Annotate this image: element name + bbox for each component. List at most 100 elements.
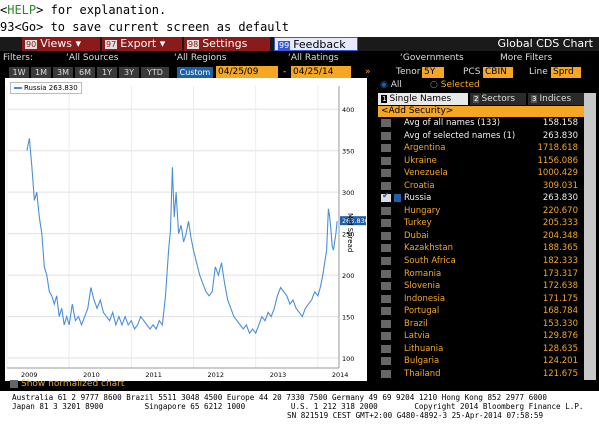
add-security-button[interactable]: <Add Security>	[378, 106, 584, 117]
export-menu[interactable]: 97 Export ▾	[102, 37, 182, 51]
checkbox-icon[interactable]	[381, 244, 391, 253]
feedback-button-num: 99	[278, 41, 291, 50]
period-1w[interactable]: 1W	[9, 67, 29, 78]
list-item[interactable]: Latvia 129.876	[378, 330, 584, 343]
checkbox-icon[interactable]	[381, 131, 391, 140]
list-item[interactable]: Avg of all names (133) 158.158	[378, 117, 584, 130]
feedback-button[interactable]: 99 Feedback	[274, 37, 358, 51]
list-item[interactable]: Thailand 121.675	[378, 368, 584, 381]
selected-radio[interactable]: ○ Selected	[430, 80, 480, 90]
governments-filter[interactable]: ‘Governments	[400, 53, 464, 63]
security-spread: 204.348	[542, 230, 578, 241]
list-item[interactable]: Venezuela 1000.429	[378, 167, 584, 180]
x-tick-label: 2014	[332, 371, 349, 379]
list-item[interactable]: Russia 263.830	[378, 191, 584, 205]
help-line: <HELP> for explanation.	[0, 3, 599, 17]
sources-filter[interactable]: ‘All Sources	[66, 53, 119, 63]
list-item[interactable]: Indonesia 171.175	[378, 293, 584, 306]
list-item[interactable]: Avg of selected names (1) 263.830	[378, 130, 584, 143]
security-spread: 121.675	[542, 368, 578, 379]
checkbox-icon[interactable]	[381, 307, 391, 316]
list-item[interactable]: Hungary 220.670	[378, 205, 584, 218]
period-1y[interactable]: 1Y	[97, 67, 117, 78]
checkbox-icon[interactable]	[381, 231, 391, 240]
period-custom[interactable]: Custom	[177, 67, 213, 78]
checkbox-icon[interactable]	[381, 257, 391, 266]
normalized-chart-toggle[interactable]: Show normalized chart	[10, 379, 124, 389]
double-chevron-icon[interactable]: »	[365, 67, 371, 77]
last-value-label: 263.830	[342, 217, 367, 225]
list-item[interactable]: Brazil 153.330	[378, 318, 584, 331]
list-item[interactable]: Turkey 205.333	[378, 217, 584, 230]
security-spread: 188.365	[542, 243, 578, 254]
sources-filter-label: All Sources	[68, 53, 119, 63]
radio-checked-icon: ◉	[380, 80, 388, 90]
tab-sectors[interactable]: 2 Sectors	[470, 93, 526, 105]
checkbox-icon[interactable]	[381, 169, 391, 178]
end-date-field[interactable]: 04/25/14	[291, 66, 351, 78]
menu-bar: 90 Views ▾ 97 Export ▾ 98 Settings 99 Feedba…	[0, 37, 599, 51]
list-item[interactable]: Ukraine 1156.086	[378, 155, 584, 168]
list-item[interactable]: South Africa 182.333	[378, 255, 584, 268]
tenor-select[interactable]: 5Y	[422, 67, 444, 78]
tab-indices[interactable]: 3 Indices	[528, 93, 584, 105]
chart-panel: 100 150 200 250 300 350 400 2009 2010 2011 2012 201…	[5, 78, 367, 381]
security-spread: 173.317	[542, 268, 578, 279]
checkbox-icon[interactable]	[381, 282, 391, 291]
scrollbar[interactable]	[584, 93, 596, 380]
all-radio[interactable]: ◉ All	[380, 80, 402, 90]
security-name: Avg of selected names (1)	[404, 130, 516, 141]
checkbox-icon[interactable]	[381, 219, 391, 228]
security-name: Turkey	[404, 218, 432, 229]
period-ytd[interactable]: YTD	[141, 67, 169, 78]
views-menu[interactable]: 90 Views ▾	[22, 37, 100, 51]
line-select[interactable]: Sprd	[551, 67, 581, 78]
tab-sectors-label: Sectors	[481, 94, 516, 104]
cds-chart-app: Filters: ‘All Sources ‘All Regions ‘All …	[0, 51, 599, 391]
period-6m[interactable]: 6M	[75, 67, 95, 78]
list-item[interactable]: Dubai 204.348	[378, 230, 584, 243]
x-tick-label: 2009	[21, 371, 38, 379]
list-item[interactable]: Bulgaria 124.201	[378, 355, 584, 368]
checkbox-icon[interactable]	[381, 144, 391, 153]
regions-filter[interactable]: ‘All Regions	[174, 53, 227, 63]
checkbox-icon[interactable]	[381, 191, 391, 203]
normalized-chart-label: Show normalized chart	[21, 379, 125, 389]
settings-button[interactable]: 98 Settings	[184, 37, 270, 51]
more-filters-link[interactable]: More Filters	[500, 53, 553, 63]
ratings-filter[interactable]: ‘All Ratings	[288, 53, 339, 63]
period-3y[interactable]: 3Y	[119, 67, 139, 78]
checkbox-icon[interactable]	[381, 206, 391, 215]
tab-single-names[interactable]: 1 Single Names	[378, 93, 468, 105]
list-item[interactable]: Croatia 309.031	[378, 180, 584, 193]
security-name: Hungary	[404, 205, 441, 216]
checkbox-icon[interactable]	[381, 181, 391, 190]
list-item[interactable]: Kazakhstan 188.365	[378, 242, 584, 255]
checkbox-icon[interactable]	[381, 294, 391, 303]
start-date-field[interactable]: 04/25/09	[216, 66, 278, 78]
list-item[interactable]: Portugal 168.784	[378, 305, 584, 318]
help-keyword[interactable]: HELP	[7, 3, 37, 17]
tab-indices-num: 3	[531, 95, 538, 103]
checkbox-icon[interactable]	[381, 344, 391, 353]
series-line-russia	[26, 138, 338, 335]
checkbox-icon[interactable]	[381, 119, 391, 127]
tab-single-names-num: 1	[381, 95, 388, 103]
footer: Australia 61 2 9777 8600 Brazil 5511 304…	[0, 391, 599, 429]
pcs-select[interactable]: CBIN	[483, 67, 513, 78]
list-item[interactable]: Argentina 1718.618	[378, 142, 584, 155]
checkbox-icon[interactable]	[381, 369, 391, 378]
list-item[interactable]: Slovenia 172.638	[378, 280, 584, 293]
checkbox-icon[interactable]	[381, 357, 391, 366]
security-list: Avg of all names (133) 158.158 Avg of sele…	[378, 117, 584, 380]
period-3m[interactable]: 3M	[53, 67, 73, 78]
checkbox-icon[interactable]	[381, 332, 391, 341]
tab-single-names-label: Single Names	[389, 94, 452, 104]
period-1m[interactable]: 1M	[31, 67, 51, 78]
list-item[interactable]: Lithuania 128.635	[378, 343, 584, 356]
list-item[interactable]: Romania 173.317	[378, 268, 584, 281]
cds-line-chart: 100 150 200 250 300 350 400 2009 2010 2011 2012 201…	[6, 86, 367, 379]
checkbox-icon[interactable]	[381, 156, 391, 165]
checkbox-icon[interactable]	[381, 269, 391, 278]
checkbox-icon[interactable]	[381, 319, 391, 328]
